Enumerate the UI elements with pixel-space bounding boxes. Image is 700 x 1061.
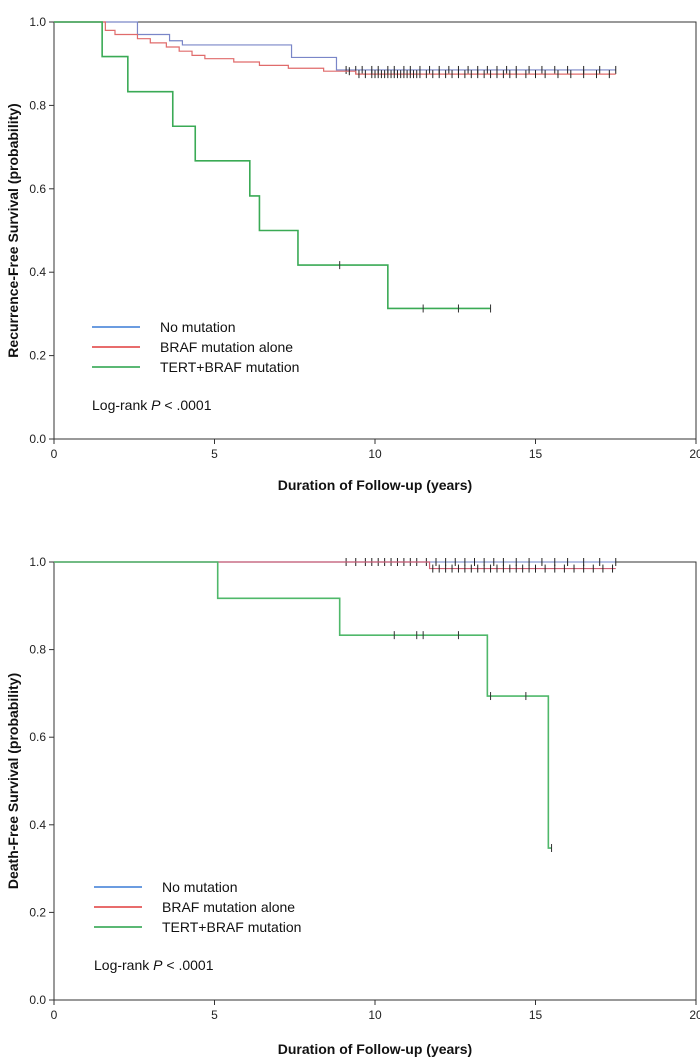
survival-curve bbox=[54, 21, 616, 75]
legend-label: No mutation bbox=[160, 319, 235, 335]
x-tick-label: 0 bbox=[51, 447, 58, 461]
x-axis-title: Duration of Follow-up (years) bbox=[278, 1041, 472, 1057]
survival-curve bbox=[54, 21, 491, 310]
annotation-prefix: Log-rank bbox=[94, 957, 153, 973]
survival-curve bbox=[54, 561, 552, 849]
series-no-mutation bbox=[54, 21, 617, 74]
x-tick-label: 0 bbox=[51, 1008, 58, 1022]
x-tick-label: 20 bbox=[689, 1008, 700, 1022]
annotation-prefix: Log-rank bbox=[92, 397, 151, 413]
x-axis-title: Duration of Follow-up (years) bbox=[278, 477, 472, 493]
annotation-suffix: < .0001 bbox=[161, 397, 212, 413]
legend-label: BRAF mutation alone bbox=[160, 339, 293, 355]
y-tick-label: 0.2 bbox=[29, 349, 46, 363]
y-tick-label: 1.0 bbox=[29, 555, 46, 569]
x-tick-label: 15 bbox=[529, 1008, 543, 1022]
y-axis-title: Recurrence-Free Survival (probability) bbox=[5, 103, 21, 357]
y-tick-label: 0.8 bbox=[29, 98, 46, 112]
y-tick-label: 0.8 bbox=[29, 643, 46, 657]
chart-2: 0.0 0.2 0.4 0.6 0.8 1.0 0 5 10 15 20 Duration of Fo… bbox=[5, 555, 700, 1057]
annotation-p-symbol: P bbox=[151, 397, 161, 413]
survival-curve bbox=[54, 21, 616, 71]
x-tick-label: 15 bbox=[529, 447, 543, 461]
series-tert-braf-mutation bbox=[54, 561, 553, 853]
y-tick-label: 0.0 bbox=[29, 993, 46, 1007]
y-tick-label: 0.0 bbox=[29, 432, 46, 446]
series-tert-braf-mutation bbox=[54, 21, 492, 313]
y-tick-label: 0.4 bbox=[29, 818, 46, 832]
series-braf-mutation-alone bbox=[54, 21, 616, 79]
legend-label: BRAF mutation alone bbox=[162, 899, 295, 915]
legend-label: No mutation bbox=[162, 879, 237, 895]
x-tick-label: 10 bbox=[368, 447, 382, 461]
chart-1: 0.0 0.2 0.4 0.6 0.8 1.0 0 5 10 15 20 Duration of Fo… bbox=[5, 15, 700, 493]
x-tick-label: 10 bbox=[368, 1008, 382, 1022]
legend-label: TERT+BRAF mutation bbox=[160, 359, 299, 375]
y-tick-label: 0.6 bbox=[29, 730, 46, 744]
y-tick-label: 0.4 bbox=[29, 265, 46, 279]
y-axis-title: Death-Free Survival (probability) bbox=[5, 673, 21, 889]
x-tick-label: 5 bbox=[211, 447, 218, 461]
plot-frame bbox=[53, 561, 697, 1001]
annotation-suffix: < .0001 bbox=[163, 957, 214, 973]
series-braf-mutation-alone bbox=[54, 561, 616, 573]
x-tick-label: 5 bbox=[211, 1008, 218, 1022]
log-rank-annotation: Log-rank P < .0001 bbox=[92, 397, 212, 413]
y-tick-label: 0.2 bbox=[29, 905, 46, 919]
log-rank-annotation: Log-rank P < .0001 bbox=[94, 957, 214, 973]
legend-label: TERT+BRAF mutation bbox=[162, 919, 301, 935]
y-tick-label: 1.0 bbox=[29, 15, 46, 29]
plot-frame bbox=[53, 21, 697, 440]
survival-curve bbox=[54, 561, 616, 570]
y-tick-label: 0.6 bbox=[29, 182, 46, 196]
annotation-p-symbol: P bbox=[153, 957, 163, 973]
x-tick-label: 20 bbox=[689, 447, 700, 461]
